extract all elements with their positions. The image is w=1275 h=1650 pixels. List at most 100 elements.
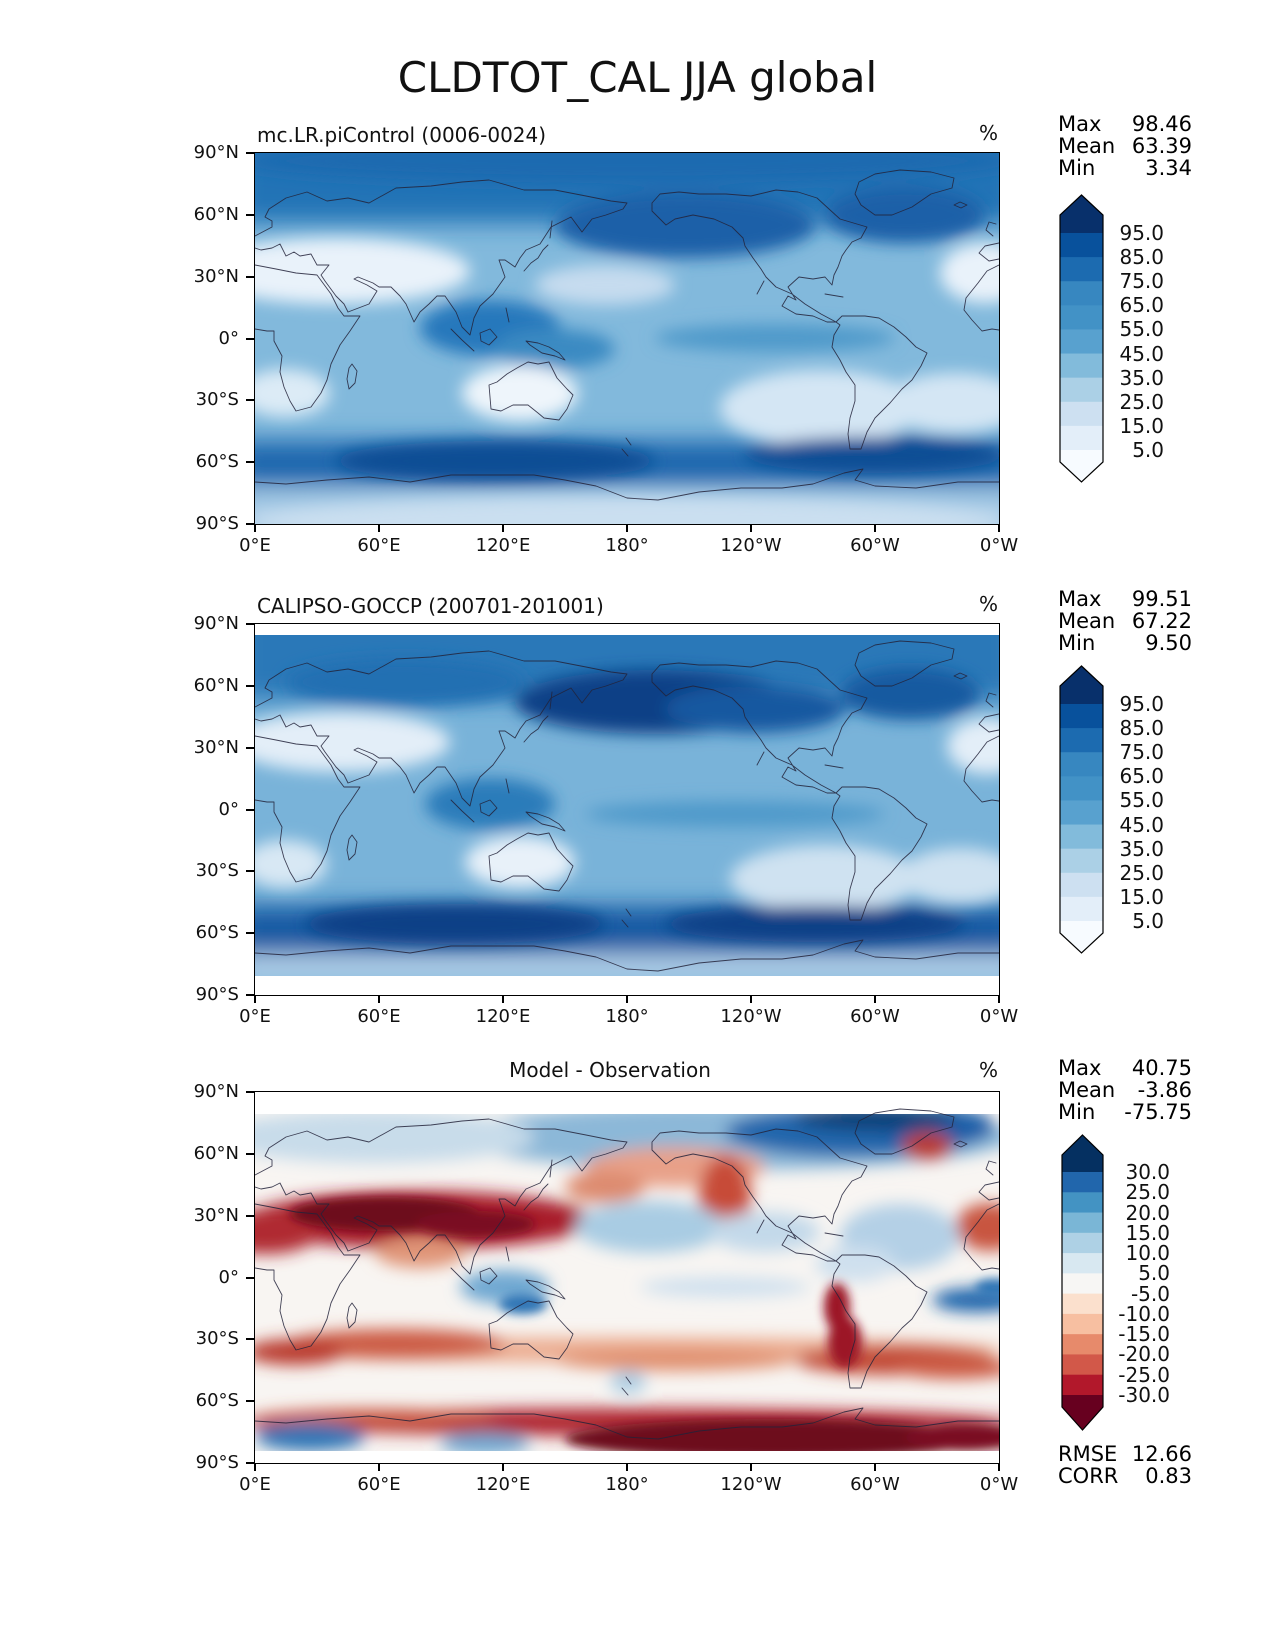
lat-tick-mark (246, 808, 254, 811)
lon-tick-label: 180° (605, 535, 649, 556)
lon-tick-label: 60°W (850, 1474, 900, 1495)
colorbar-segment (1060, 329, 1103, 355)
lat-tick-label: 30°S (195, 389, 239, 411)
lat-tick-mark (246, 1276, 254, 1279)
lon-tick-label: 120°E (475, 535, 531, 556)
lon-tick-label: 60°W (850, 535, 900, 556)
lat-tick-label: 0° (218, 1266, 239, 1288)
lon-tick-label: 0°W (979, 535, 1019, 556)
lat-tick-label: 60°N (193, 203, 239, 225)
lat-tick-label: 0° (218, 327, 239, 349)
stat-row: Max 40.75 (1058, 1056, 1192, 1080)
colorbar-tick-label: 5.0 (1132, 438, 1164, 462)
colorbar-extend-bottom (1060, 920, 1103, 953)
colorbar-tick-label: 55.0 (1119, 317, 1164, 342)
colorbar-tick-label: 20.0 (1125, 1200, 1170, 1225)
lon-tick-mark (254, 995, 256, 1003)
stat-row: Min -75.75 (1058, 1099, 1192, 1124)
lat-tick-label: 30°N (193, 1204, 239, 1226)
lon-tick-label: 180° (605, 1006, 649, 1027)
lon-tick-mark (254, 1463, 256, 1471)
lat-tick-mark (246, 1338, 254, 1341)
stat-row: RMSE 12.66 (1058, 1442, 1192, 1466)
lat-tick-mark (246, 275, 254, 278)
lat-tick-label: 60°S (195, 1390, 239, 1412)
lon-tick-label: 60°E (357, 535, 401, 556)
colorbar-segment (1062, 1313, 1103, 1335)
lon-tick-label: 60°W (850, 1006, 900, 1027)
colorbar-segment (1062, 1232, 1103, 1254)
colorbar-outline (1059, 665, 1104, 954)
lat-tick-mark (246, 1400, 254, 1403)
lon-tick-mark (874, 524, 876, 532)
lon-tick-mark (874, 1463, 876, 1471)
colorbar-tick-label: -25.0 (1118, 1362, 1170, 1387)
colorbar-tick-label: 5.0 (1138, 1261, 1170, 1286)
stat-row: Mean -3.86 (1058, 1077, 1192, 1102)
colorbar-tick-label: -20.0 (1118, 1342, 1170, 1367)
lat-tick-mark (246, 399, 254, 402)
colorbar-tick-label: 35.0 (1119, 365, 1164, 390)
colorbar-extend-top (1060, 666, 1103, 704)
lon-tick-label: 60°E (357, 1474, 401, 1495)
lon-tick-mark (874, 995, 876, 1003)
colorbar-segment (1060, 776, 1103, 802)
stat-row: Mean 67.22 (1058, 608, 1192, 633)
lon-tick-label: 0°W (979, 1474, 1019, 1495)
lat-tick-mark (246, 1152, 254, 1155)
map-difference: 90°N 60°N 30°N 0° 30°S 60°S 90°S 0°E 60°E 120°E 18… (194, 1081, 1019, 1495)
stat-row: Min 3.34 (1058, 155, 1192, 180)
stat-row: Mean 63.39 (1058, 133, 1192, 158)
colorbar-graphic (1059, 665, 1104, 954)
panel-3-units: % (978, 1058, 998, 1082)
colorbar-tick-label: 25.0 (1119, 860, 1164, 885)
lat-tick-mark (246, 870, 254, 873)
lat-tick-label: 30°N (193, 736, 239, 758)
colorbar-extend-bottom (1060, 449, 1103, 482)
figure-title: CLDTOT_CAL JJA global (397, 53, 878, 102)
panel-2-stats: Max 99.51 Mean 67.22 Min 9.50 (1058, 587, 1192, 654)
lat-tick-label: 60°N (193, 1142, 239, 1164)
colorbar-segment (1060, 752, 1103, 777)
lon-tick-mark (502, 524, 504, 532)
lat-tick-label: 90°S (195, 984, 239, 1005)
colorbar-tick-label: 65.0 (1119, 764, 1164, 789)
colorbar-tick-label: 75.0 (1119, 269, 1164, 294)
lon-tick-label: 0°E (239, 535, 271, 556)
map-observation: 90°N 60°N 30°N 0° 30°S 60°S 90°S 0°E 60°E 120°E 18… (194, 613, 1019, 1027)
colorbar-segment (1062, 1273, 1103, 1295)
lon-tick-mark (502, 1463, 504, 1471)
lat-tick-label: 90°N (193, 613, 239, 634)
lat-tick-label: 90°S (195, 1452, 239, 1473)
colorbar-tick-label: 25.0 (1125, 1180, 1170, 1205)
lat-tick-mark (246, 152, 254, 154)
colorbar-tick-label: -5.0 (1130, 1281, 1170, 1306)
lon-tick-label: 120°E (475, 1006, 531, 1027)
colorbar-diff: 30.0 25.0 20.0 15.0 10.0 5.0 -5.0 -10.0 -15.0 -20… (1061, 1134, 1170, 1431)
lon-tick-mark (750, 1463, 752, 1471)
lon-tick-mark (750, 524, 752, 532)
colorbar-segment (1060, 872, 1103, 898)
colorbar-segment (1060, 425, 1103, 451)
colorbar-tick-label: -10.0 (1118, 1301, 1170, 1326)
colorbar-tick-label: 15.0 (1125, 1220, 1170, 1245)
colorbar-tick-label: 45.0 (1119, 812, 1164, 837)
lat-tick-mark (246, 213, 254, 216)
map-field-model (255, 153, 999, 524)
colorbar-extend-top (1062, 1135, 1103, 1172)
colorbar-outline (1059, 194, 1104, 483)
lon-tick-mark (998, 995, 1000, 1003)
colorbar-segment (1060, 896, 1103, 922)
lon-tick-label: 0°E (239, 1006, 271, 1027)
lon-tick-mark (254, 524, 256, 532)
lat-tick-label: 60°S (195, 451, 239, 473)
lon-tick-mark (626, 995, 628, 1003)
colorbar-segment (1060, 848, 1103, 874)
lat-tick-label: 60°N (193, 674, 239, 696)
colorbar-total-1: 95.0 85.0 75.0 65.0 55.0 45.0 35.0 25.0 15.0 5.0 (1059, 194, 1164, 483)
stat-row: Max 99.51 (1058, 587, 1192, 611)
colorbar-graphic (1061, 1134, 1104, 1431)
lat-tick-mark (246, 1214, 254, 1217)
colorbar-segment (1062, 1253, 1103, 1274)
